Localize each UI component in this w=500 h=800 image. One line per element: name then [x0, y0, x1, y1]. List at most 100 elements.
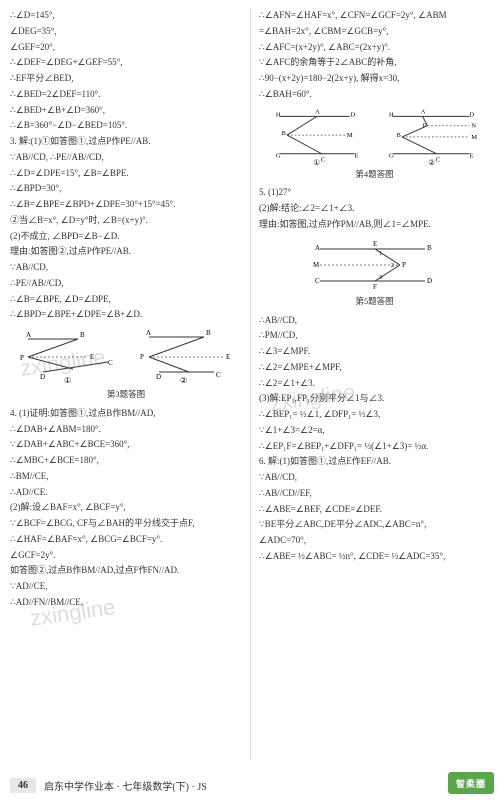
- svg-text:N: N: [472, 122, 477, 129]
- text-line: ∴∠BPD=∠BPE+∠DPE=∠B+∠D.: [10, 307, 242, 323]
- svg-text:B: B: [427, 244, 432, 252]
- text-line: ∵∠AFC的余角等于2∠ABC的补角,: [259, 55, 490, 71]
- svg-text:E: E: [470, 152, 474, 159]
- text-line: ∴PE//AB//CD,: [10, 276, 242, 292]
- text-line: ∴∠HAF=∠BAF=x°, ∠BCG=∠BCF=y°.: [10, 532, 242, 548]
- q3-diagram-1: A B P D E C ①: [18, 327, 118, 385]
- svg-text:P: P: [140, 353, 144, 361]
- text-line: ∴∠ABE=∠BEF, ∠CDE=∠DEF.: [259, 502, 490, 518]
- svg-text:A: A: [421, 108, 426, 115]
- text-line: ∴∠2=∠MPE+∠MPF,: [259, 360, 490, 376]
- text-line: ∴∠D=145°,: [10, 8, 242, 24]
- text-line: ∴∠BED+∠B+∠D=360°,: [10, 103, 242, 119]
- svg-text:2: 2: [391, 263, 394, 269]
- svg-text:D: D: [156, 373, 161, 381]
- svg-text:B: B: [80, 331, 85, 339]
- text-line: ∴AB//CD//EF,: [259, 486, 490, 502]
- text-line: 理由:如答图,过点P作PM//AB,则∠1=∠MPE.: [259, 217, 490, 233]
- text-line: 5. (1)27°: [259, 185, 490, 201]
- svg-text:D: D: [40, 373, 45, 381]
- text-line: ∵∠DAB+∠ABC+∠BCE=360°,: [10, 437, 242, 453]
- text-line: ∴∠DAB+∠ABM=180°.: [10, 422, 242, 438]
- svg-text:1: 1: [379, 251, 382, 257]
- text-line: ∠DEG=35°,: [10, 24, 242, 40]
- svg-text:M: M: [347, 131, 353, 138]
- text-line: ∵∠1+∠3=∠2=α,: [259, 423, 490, 439]
- text-line: ∵∠BCF=∠BCG, CF与∠BAH的平分线交于点F,: [10, 516, 242, 532]
- text-line: 如答图②,过点B作BM//AD,过点F作FN//AD.: [10, 563, 242, 579]
- text-line: ∵AB//CD,: [10, 260, 242, 276]
- text-line: (2)解:设∠BAF=x°, ∠BCF=y°,: [10, 500, 242, 516]
- q3-caption: 第3题答图: [10, 387, 242, 402]
- svg-text:3: 3: [379, 275, 382, 281]
- svg-text:A: A: [315, 108, 320, 115]
- svg-text:B: B: [281, 130, 286, 137]
- text-line: ∵AB//CD,: [259, 470, 490, 486]
- svg-text:B: B: [206, 329, 211, 337]
- svg-text:B: B: [397, 131, 402, 138]
- svg-text:A: A: [146, 329, 151, 337]
- svg-text:M: M: [313, 261, 320, 269]
- q3-diagram-row: A B P D E C ① A B D P E C ②: [10, 327, 242, 385]
- text-line: ∴∠ABE= ½∠ABC= ½n°, ∠CDE= ½∠ADC=35°,: [259, 549, 490, 565]
- svg-text:G: G: [389, 152, 394, 159]
- page-columns: ∴∠D=145°, ∠DEG=35°, ∠GEF=20°, ∴∠DEF=∠DEG…: [0, 0, 500, 760]
- q4-diagram-row: H A D B M G C E ① H A D F: [259, 107, 490, 165]
- text-line: ∵AD//CE,: [10, 579, 242, 595]
- text-line: ∵AB//CD, ∴PE//AB//CD,: [10, 150, 242, 166]
- text-line: ∴∠BEP₁= ½∠1, ∠DFP₁= ½∠3,: [259, 407, 490, 423]
- text-line: ∴∠BPD=30°,: [10, 181, 242, 197]
- svg-text:P: P: [20, 354, 24, 362]
- svg-text:①: ①: [313, 158, 320, 165]
- svg-text:D: D: [470, 111, 475, 118]
- text-line: ∴∠B=∠BPE, ∠D=∠DPE,: [10, 292, 242, 308]
- q4-caption: 第4题答图: [259, 167, 490, 182]
- text-line: ∴EF平分∠BED,: [10, 71, 242, 87]
- text-line: 3. 解:(1)①如答图①,过点P作PE//AB.: [10, 134, 242, 150]
- text-line: ∴∠DEF=∠DEG+∠GEF=55°,: [10, 55, 242, 71]
- text-line: ∠ADC=70°,: [259, 533, 490, 549]
- text-line: 4. (1)证明:如答图①,过点B作BM//AD,: [10, 406, 242, 422]
- source-badge: 智柔圈: [448, 772, 494, 794]
- q5-diagram: A E B M P C F D 1 2 3: [305, 237, 445, 292]
- text-line: ∴∠BAH=60°.: [259, 87, 490, 103]
- svg-text:D: D: [427, 277, 432, 285]
- text-line: (2)不成立, ∠BPD=∠B−∠D.: [10, 229, 242, 245]
- text-line: ∴∠BED=2∠DEF=110°.: [10, 87, 242, 103]
- svg-text:M: M: [472, 133, 478, 140]
- text-line: ∴BM//CE,: [10, 469, 242, 485]
- text-line: ∴90−(x+2y)=180−2(2x+y), 解得x=30,: [259, 71, 490, 87]
- text-line: ∴∠AFN=∠HAF=x°, ∠CFN=∠GCF=2y°, ∠ABM: [259, 8, 490, 24]
- page-footer: 46 启东中学作业本 · 七年级数学(下) · JS: [0, 770, 500, 800]
- svg-text:F: F: [373, 283, 377, 291]
- text-line: ∴AD//CE.: [10, 485, 242, 501]
- text-line: =∠BAH=2x°, ∠CBM=∠GCB=y°,: [259, 24, 490, 40]
- text-line: ∴∠AFC=(x+2y)°, ∠ABC=(2x+y)°.: [259, 40, 490, 56]
- q4-diagram-1: H A D B M G C E ①: [267, 107, 367, 165]
- text-line: ∴AD//FN//BM//CE,: [10, 595, 242, 611]
- text-line: ∴∠D=∠DPE=15°, ∠B=∠BPE.: [10, 166, 242, 182]
- svg-text:D: D: [350, 111, 355, 118]
- text-line: (3)解:EP₁,FP₁分别平分∠1与∠3.: [259, 391, 490, 407]
- svg-text:②: ②: [429, 158, 436, 165]
- text-line: ②当∠B=x°, ∠D=y°时, ∠B=(x+y)°.: [10, 213, 242, 229]
- text-line: ∴∠3=∠MPF.: [259, 344, 490, 360]
- text-line: ∵BE平分∠ABC,DE平分∠ADC,∠ABC=n°,: [259, 517, 490, 533]
- svg-text:E: E: [354, 152, 358, 159]
- svg-text:P: P: [402, 261, 406, 269]
- svg-text:C: C: [108, 359, 113, 367]
- left-column: ∴∠D=145°, ∠DEG=35°, ∠GEF=20°, ∴∠DEF=∠DEG…: [10, 8, 250, 760]
- text-line: ∴∠B=360°−∠D−∠BED=105°.: [10, 118, 242, 134]
- svg-text:②: ②: [180, 376, 187, 385]
- text-line: ∴∠MBC+∠BCE=180°,: [10, 453, 242, 469]
- text-line: ∴AB//CD,: [259, 313, 490, 329]
- svg-text:C: C: [320, 156, 324, 163]
- svg-text:①: ①: [64, 376, 71, 385]
- right-column: ∴∠AFN=∠HAF=x°, ∠CFN=∠GCF=2y°, ∠ABM =∠BAH…: [250, 8, 490, 760]
- q5-caption: 第5题答图: [259, 294, 490, 309]
- book-title: 启东中学作业本 · 七年级数学(下) · JS: [44, 778, 207, 793]
- text-line: 理由:如答图②,过点P作PE//AB.: [10, 244, 242, 260]
- svg-text:F: F: [423, 122, 427, 129]
- text-line: ∴∠2=∠1+∠3.: [259, 376, 490, 392]
- svg-text:H: H: [276, 111, 281, 118]
